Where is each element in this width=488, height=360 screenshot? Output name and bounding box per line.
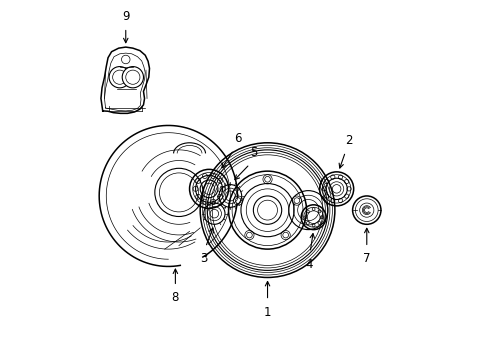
- Text: 9: 9: [122, 10, 129, 23]
- Circle shape: [282, 232, 288, 238]
- Polygon shape: [101, 47, 149, 113]
- Text: 1: 1: [263, 306, 271, 319]
- Text: 2: 2: [345, 134, 352, 147]
- Text: 8: 8: [171, 291, 179, 304]
- Text: 6: 6: [233, 132, 241, 145]
- Text: 5: 5: [249, 147, 257, 159]
- Circle shape: [235, 198, 241, 203]
- Text: 7: 7: [362, 252, 370, 265]
- Circle shape: [264, 176, 270, 182]
- Circle shape: [122, 67, 143, 88]
- Text: 4: 4: [305, 258, 312, 271]
- Circle shape: [109, 67, 130, 88]
- Text: 3: 3: [200, 252, 207, 265]
- Circle shape: [293, 198, 299, 203]
- Circle shape: [246, 232, 252, 238]
